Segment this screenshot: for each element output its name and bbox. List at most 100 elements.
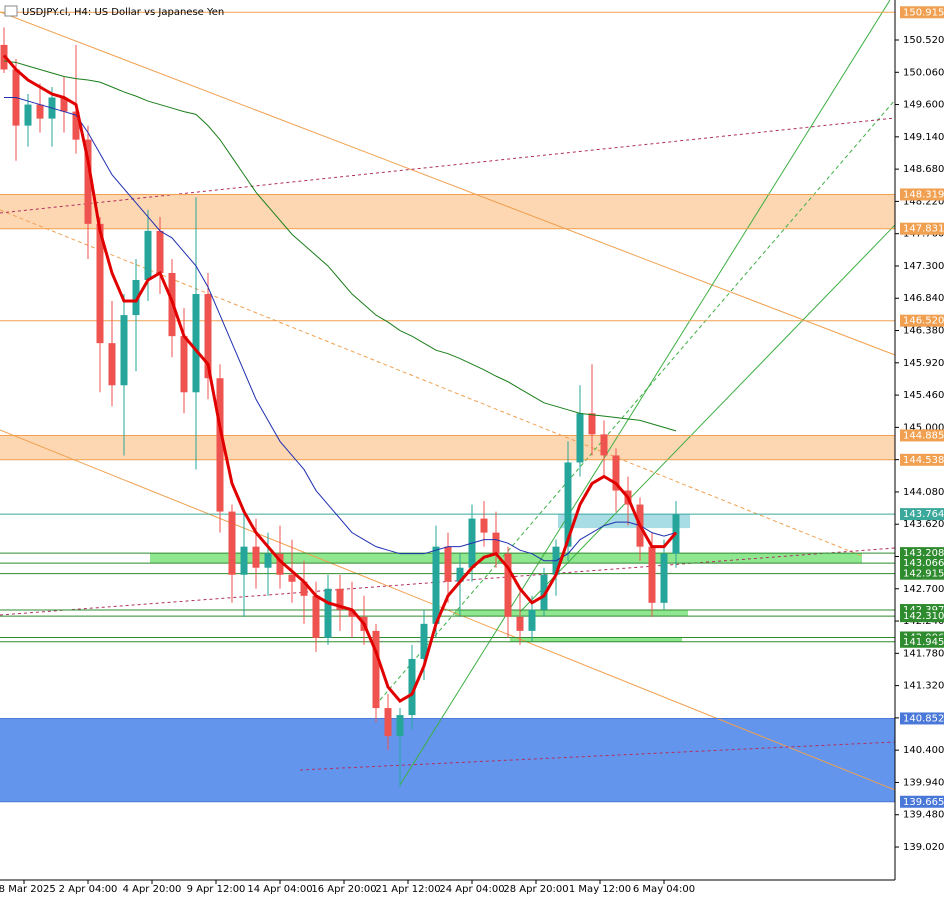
x-tick-label: 4 Apr 20:00 <box>123 884 182 895</box>
y-tick-label: 139.020 <box>903 842 944 853</box>
trend-line <box>0 209 863 557</box>
candle-body <box>24 104 32 126</box>
level-label: 139.665 <box>903 797 944 808</box>
level-label: 143.066 <box>903 558 944 569</box>
level-label: 143.208 <box>903 548 944 559</box>
y-tick-label: 149.140 <box>903 132 944 143</box>
y-tick-label: 145.460 <box>903 390 944 401</box>
candle-body <box>252 546 260 568</box>
candle-body <box>216 378 224 512</box>
candle-body <box>228 511 236 575</box>
candle-body <box>60 97 68 112</box>
level-label-bg <box>900 557 944 570</box>
candle-body <box>240 546 248 575</box>
trend-line <box>0 117 896 214</box>
y-tick-label: 139.940 <box>903 777 944 788</box>
candle-body <box>444 546 452 582</box>
level-label: 141.945 <box>903 637 944 648</box>
candle-body <box>408 658 416 716</box>
candle-body <box>144 230 152 280</box>
y-tick-label: 150.520 <box>903 35 944 46</box>
candle-body <box>108 343 116 386</box>
candle-body <box>456 567 464 582</box>
candle-body <box>384 708 392 737</box>
level-label-bg <box>900 222 944 235</box>
level-label: 144.538 <box>903 455 944 466</box>
level-label-bg <box>900 795 944 808</box>
level-label: 148.319 <box>903 189 944 200</box>
candle-body <box>132 280 140 316</box>
candle-body <box>660 553 668 603</box>
candle-body <box>432 546 440 624</box>
y-tick-label: 140.400 <box>903 745 944 756</box>
y-tick-label: 145.000 <box>903 422 944 433</box>
level-label-bg <box>900 712 944 725</box>
zone <box>510 637 682 642</box>
candle-body <box>264 553 272 568</box>
y-tick-label: 146.380 <box>903 326 944 337</box>
candle-body <box>96 223 104 344</box>
level-label-bg <box>900 453 944 466</box>
candle-body <box>492 532 500 554</box>
level-label: 147.831 <box>903 224 944 235</box>
level-label: 140.852 <box>903 713 944 724</box>
level-label-bg <box>900 429 944 442</box>
candle-body <box>648 546 656 603</box>
candle-body <box>276 553 284 575</box>
chart-icon <box>4 5 18 17</box>
candle-body <box>480 518 488 533</box>
moving-average <box>4 97 677 562</box>
level-label: 142.310 <box>903 611 944 622</box>
candle-body <box>348 609 356 617</box>
zone <box>558 514 690 529</box>
y-tick-label: 143.620 <box>903 519 944 530</box>
candle-body <box>84 139 92 224</box>
candle-body <box>504 553 512 617</box>
x-tick-label: 28 Apr 20:00 <box>503 884 568 895</box>
candle-body <box>192 294 200 393</box>
x-tick-label: 21 Apr 12:00 <box>375 884 440 895</box>
level-label-bg <box>900 567 944 580</box>
y-tick-label: 142.700 <box>903 584 944 595</box>
level-label-bg <box>900 188 944 201</box>
level-label-bg <box>900 547 944 560</box>
y-tick-label: 148.220 <box>903 196 944 207</box>
moving-average <box>3 60 677 432</box>
candle-body <box>156 230 164 273</box>
candle-body <box>564 462 572 547</box>
candle-body <box>120 315 128 386</box>
candle-body <box>612 455 620 491</box>
level-label-bg <box>900 635 944 648</box>
candle-body <box>72 111 80 140</box>
x-tick-label: 9 Apr 12:00 <box>187 884 246 895</box>
candle-body <box>312 595 320 638</box>
candle-body <box>372 630 380 709</box>
y-tick-label: 141.780 <box>903 648 944 659</box>
candle-body <box>36 104 44 119</box>
candle-body <box>420 623 428 659</box>
y-tick-label: 146.840 <box>903 293 944 304</box>
candle-body <box>576 413 584 463</box>
trend-line <box>379 99 896 701</box>
candle-body <box>300 581 308 596</box>
x-tick-label: 1 May 12:00 <box>569 884 631 895</box>
y-tick-label: 139.480 <box>903 810 944 821</box>
y-tick-label: 147.300 <box>903 261 944 272</box>
level-label-bg <box>900 6 944 19</box>
trend-line <box>0 11 896 356</box>
chart-title: USDJPY.cl, H4: US Dollar vs Japanese Yen <box>22 7 224 18</box>
level-label-bg <box>900 610 944 623</box>
zone <box>0 718 895 802</box>
x-tick-label: 24 Apr 04:00 <box>439 884 504 895</box>
y-tick-label: 150.060 <box>903 67 944 78</box>
y-tick-label: 145.920 <box>903 358 944 369</box>
candle-body <box>588 413 596 435</box>
candle-body <box>204 294 212 379</box>
x-tick-label: 28 Mar 2025 <box>0 884 56 895</box>
x-tick-label: 2 Apr 04:00 <box>59 884 118 895</box>
level-label: 150.915 <box>903 7 944 18</box>
y-tick-label: 141.320 <box>903 681 944 692</box>
candle-body <box>324 588 332 638</box>
candle-body <box>180 336 188 393</box>
